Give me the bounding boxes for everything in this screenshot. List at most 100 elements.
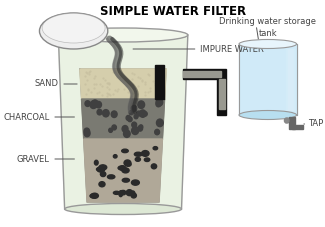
Polygon shape — [217, 79, 227, 115]
Text: Drinking water storage
tank: Drinking water storage tank — [219, 17, 316, 38]
Ellipse shape — [122, 149, 128, 153]
Ellipse shape — [131, 191, 135, 196]
Ellipse shape — [120, 166, 125, 170]
Bar — [288, 49, 291, 110]
Polygon shape — [155, 65, 164, 99]
Ellipse shape — [135, 157, 140, 161]
Bar — [287, 49, 290, 110]
Bar — [291, 49, 293, 110]
Ellipse shape — [97, 168, 104, 171]
Ellipse shape — [126, 163, 131, 166]
Text: IMPURE WATER: IMPURE WATER — [133, 44, 264, 54]
Circle shape — [122, 126, 128, 132]
Circle shape — [138, 101, 145, 109]
Circle shape — [134, 114, 138, 119]
Circle shape — [128, 117, 132, 122]
Circle shape — [139, 110, 146, 117]
Circle shape — [138, 126, 143, 131]
Polygon shape — [84, 139, 162, 202]
Ellipse shape — [126, 190, 133, 196]
Bar — [289, 49, 291, 110]
Circle shape — [103, 110, 109, 117]
Bar — [289, 49, 292, 110]
Bar — [292, 49, 295, 110]
Circle shape — [139, 125, 143, 129]
Ellipse shape — [113, 155, 117, 158]
Circle shape — [156, 99, 163, 106]
Ellipse shape — [108, 175, 115, 179]
Bar — [291, 49, 294, 110]
Ellipse shape — [124, 160, 131, 166]
Ellipse shape — [131, 180, 139, 185]
Ellipse shape — [113, 191, 120, 194]
Bar — [290, 49, 293, 110]
Bar — [292, 49, 294, 110]
Polygon shape — [82, 99, 164, 139]
Ellipse shape — [153, 147, 158, 150]
Circle shape — [111, 111, 117, 118]
Ellipse shape — [99, 165, 107, 170]
Polygon shape — [219, 79, 225, 109]
Circle shape — [126, 116, 131, 120]
Ellipse shape — [90, 194, 97, 198]
Circle shape — [156, 101, 161, 107]
Ellipse shape — [151, 164, 157, 169]
Ellipse shape — [118, 166, 126, 170]
Ellipse shape — [239, 39, 297, 49]
Circle shape — [136, 111, 141, 116]
Ellipse shape — [65, 203, 181, 215]
Polygon shape — [183, 69, 227, 79]
Text: CHARCOAL: CHARCOAL — [3, 113, 74, 121]
Bar — [289, 49, 292, 110]
Ellipse shape — [131, 193, 136, 198]
Ellipse shape — [58, 28, 188, 42]
Ellipse shape — [95, 160, 98, 165]
Circle shape — [132, 127, 139, 135]
Circle shape — [131, 105, 137, 111]
Circle shape — [84, 130, 90, 137]
Ellipse shape — [144, 158, 150, 161]
Ellipse shape — [142, 151, 149, 156]
Circle shape — [96, 101, 101, 108]
Ellipse shape — [100, 172, 106, 177]
Ellipse shape — [39, 13, 108, 49]
Polygon shape — [239, 44, 297, 115]
Circle shape — [143, 112, 147, 116]
Bar — [290, 49, 292, 110]
Polygon shape — [80, 69, 166, 202]
Polygon shape — [289, 117, 295, 129]
Ellipse shape — [42, 13, 105, 43]
Circle shape — [112, 125, 116, 130]
Circle shape — [97, 109, 102, 115]
Bar — [286, 49, 289, 110]
Circle shape — [129, 111, 133, 115]
Circle shape — [85, 101, 90, 106]
Text: GRAVEL: GRAVEL — [17, 155, 74, 163]
Circle shape — [124, 130, 130, 137]
Polygon shape — [285, 119, 294, 122]
Circle shape — [132, 122, 136, 128]
Text: SIMPLE WATER FILTER: SIMPLE WATER FILTER — [100, 5, 246, 18]
Circle shape — [156, 119, 163, 127]
Ellipse shape — [91, 193, 98, 198]
Ellipse shape — [122, 178, 129, 182]
Circle shape — [92, 100, 98, 107]
Polygon shape — [183, 71, 221, 77]
Ellipse shape — [119, 191, 123, 197]
Circle shape — [155, 129, 160, 135]
Bar — [286, 49, 289, 110]
Circle shape — [109, 128, 112, 132]
Bar — [288, 49, 290, 110]
Polygon shape — [80, 69, 166, 99]
Circle shape — [84, 128, 90, 134]
Polygon shape — [292, 125, 303, 129]
Circle shape — [90, 101, 97, 109]
Ellipse shape — [97, 167, 105, 172]
Ellipse shape — [134, 152, 142, 156]
Text: TAP: TAP — [308, 118, 323, 128]
Ellipse shape — [122, 168, 129, 173]
Text: SAND: SAND — [34, 79, 77, 89]
Bar — [287, 49, 289, 110]
Polygon shape — [58, 35, 188, 209]
Ellipse shape — [120, 190, 126, 195]
